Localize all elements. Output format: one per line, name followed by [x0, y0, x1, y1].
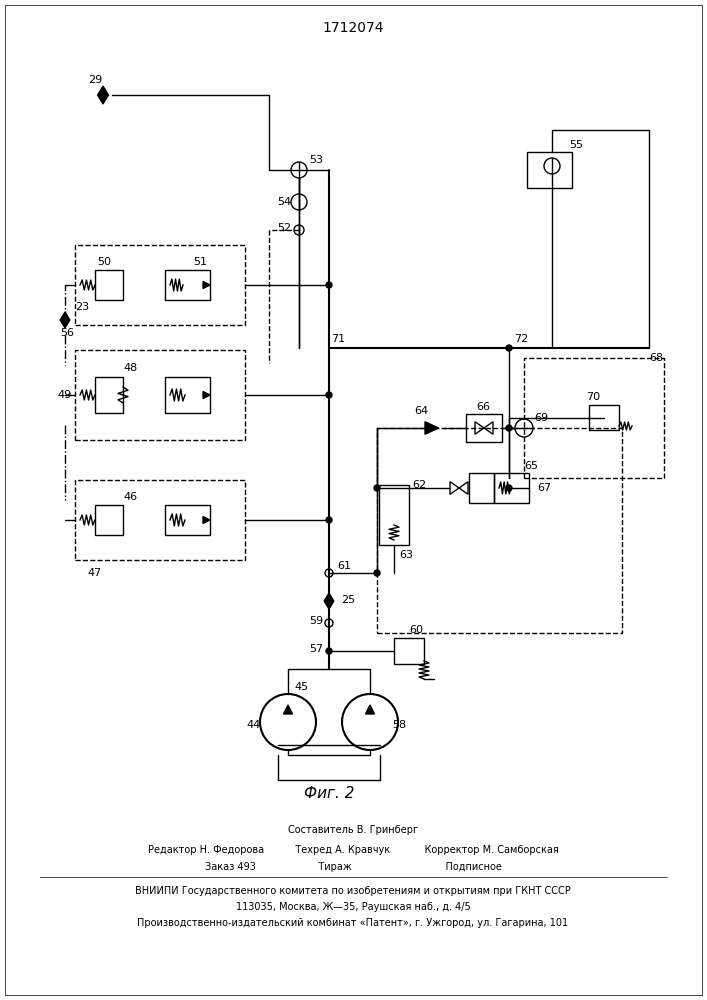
Polygon shape [203, 516, 210, 524]
Bar [379, 485, 409, 545]
Text: 47: 47 [87, 568, 101, 578]
Text: 57: 57 [309, 644, 323, 654]
Circle shape [326, 392, 332, 398]
Text: Производственно-издательский комбинат «Патент», г. Ужгород, ул. Гагарина, 101: Производственно-издательский комбинат «П… [137, 918, 568, 928]
Circle shape [342, 694, 398, 750]
Circle shape [506, 485, 512, 491]
Text: 64: 64 [414, 406, 428, 416]
Circle shape [374, 485, 380, 491]
Text: 68: 68 [649, 353, 663, 363]
Text: 65: 65 [524, 461, 538, 471]
Polygon shape [475, 422, 484, 434]
Text: 53: 53 [309, 155, 323, 165]
Text: 113035, Москва, Ж—35, Раушская наб., д. 4/5: 113035, Москва, Ж—35, Раушская наб., д. … [235, 902, 470, 912]
Text: 63: 63 [399, 550, 413, 560]
Text: 23: 23 [75, 302, 89, 312]
Text: Составитель В. Гринберг: Составитель В. Гринберг [288, 825, 418, 835]
Text: Редактор Н. Федорова          Техред А. Кравчук           Корректор М. Самборска: Редактор Н. Федорова Техред А. Кравчук К… [148, 845, 559, 855]
Text: 70: 70 [586, 392, 600, 402]
Text: 72: 72 [514, 334, 528, 344]
Bar [494, 473, 529, 503]
Circle shape [326, 282, 332, 288]
Text: 52: 52 [277, 223, 291, 233]
Polygon shape [284, 705, 293, 714]
Polygon shape [366, 705, 375, 714]
Text: 1712074: 1712074 [322, 21, 384, 35]
Circle shape [326, 517, 332, 523]
Circle shape [325, 619, 333, 627]
Bar [95, 377, 123, 413]
Text: ВНИИПИ Государственного комитета по изобретениям и открытиям при ГКНТ СССР: ВНИИПИ Государственного комитета по изоб… [135, 886, 571, 896]
Bar [527, 152, 572, 188]
Text: 59: 59 [309, 616, 323, 626]
Bar [165, 377, 210, 413]
Circle shape [294, 225, 304, 235]
Bar [165, 270, 210, 300]
Text: 62: 62 [412, 480, 426, 490]
Polygon shape [459, 482, 468, 494]
Text: 56: 56 [60, 328, 74, 338]
Polygon shape [450, 482, 459, 494]
Polygon shape [60, 312, 70, 328]
Circle shape [325, 569, 333, 577]
Text: Фиг. 2: Фиг. 2 [304, 786, 354, 800]
Text: 45: 45 [294, 682, 308, 692]
Text: 49: 49 [57, 390, 71, 400]
Text: 55: 55 [569, 140, 583, 150]
Polygon shape [203, 391, 210, 398]
Text: 44: 44 [246, 720, 260, 730]
Polygon shape [325, 593, 334, 609]
Circle shape [515, 419, 533, 437]
Circle shape [260, 694, 316, 750]
Circle shape [506, 425, 512, 431]
Circle shape [326, 648, 332, 654]
Bar [394, 638, 424, 664]
Text: 29: 29 [88, 75, 103, 85]
Polygon shape [98, 86, 108, 104]
Text: 66: 66 [476, 402, 490, 412]
Text: 50: 50 [97, 257, 111, 267]
Text: 25: 25 [341, 595, 355, 605]
Text: 54: 54 [277, 197, 291, 207]
Text: 58: 58 [392, 720, 406, 730]
Bar [469, 473, 494, 503]
Text: 69: 69 [534, 413, 548, 423]
Text: 67: 67 [537, 483, 551, 493]
Bar [589, 405, 619, 430]
Bar [165, 505, 210, 535]
Text: 60: 60 [409, 625, 423, 635]
Polygon shape [484, 422, 493, 434]
Circle shape [506, 345, 512, 351]
Polygon shape [203, 282, 210, 288]
Bar [95, 505, 123, 535]
Text: 46: 46 [123, 492, 137, 502]
Text: 61: 61 [337, 561, 351, 571]
Text: 51: 51 [193, 257, 207, 267]
Text: 48: 48 [123, 363, 137, 373]
Polygon shape [425, 422, 438, 434]
Bar [466, 414, 502, 442]
Text: Заказ 493                    Тираж                              Подписное: Заказ 493 Тираж Подписное [204, 862, 501, 872]
Circle shape [544, 158, 560, 174]
Bar [95, 270, 123, 300]
Text: 71: 71 [331, 334, 345, 344]
Circle shape [291, 194, 307, 210]
Circle shape [291, 162, 307, 178]
Circle shape [374, 570, 380, 576]
